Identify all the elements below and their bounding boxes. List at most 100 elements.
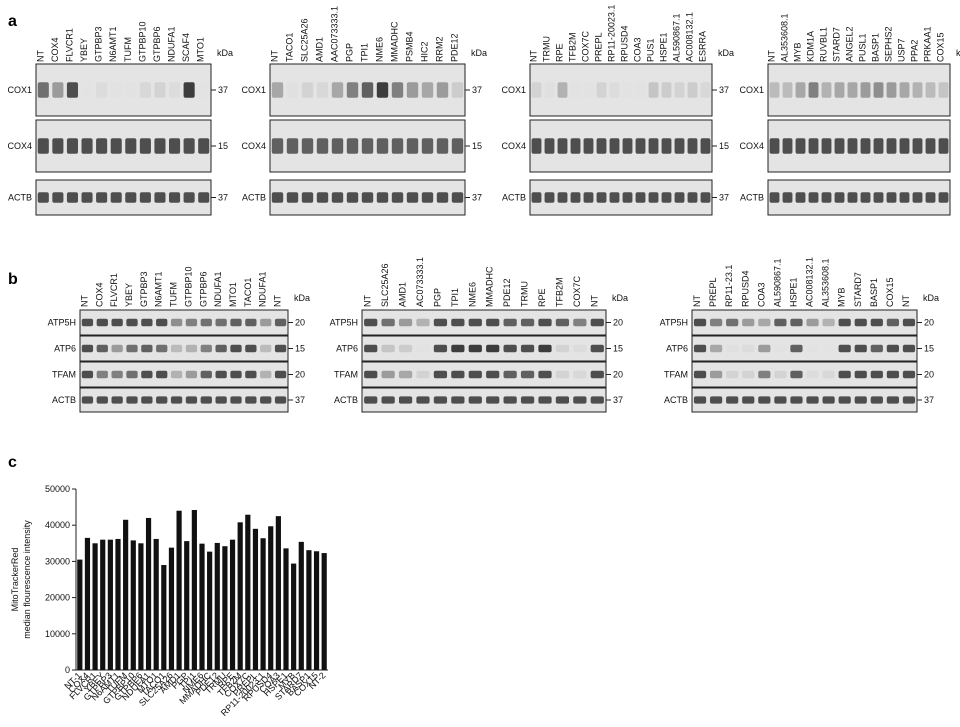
band (170, 318, 183, 327)
y-tick-label: 30000 (45, 556, 70, 566)
band (590, 318, 604, 327)
marker-label: 20 (613, 370, 623, 380)
blot-strip (79, 335, 289, 362)
band (873, 82, 884, 98)
lane-label: COX15 (936, 32, 946, 62)
band (693, 344, 707, 353)
band (198, 192, 210, 203)
band (573, 396, 587, 404)
lane-label: YBEY (79, 38, 89, 62)
marker-label: 20 (295, 318, 305, 328)
lane-label: GTPBP3 (139, 271, 149, 307)
band (886, 318, 899, 327)
lane-label: COA3 (756, 282, 766, 307)
band (451, 396, 465, 404)
lane-label: TACO1 (285, 33, 295, 62)
band (37, 138, 49, 154)
band (570, 192, 581, 203)
band (274, 318, 287, 327)
band (433, 396, 448, 404)
blot-strip (361, 309, 607, 336)
band (854, 370, 867, 379)
band (503, 396, 517, 404)
band (111, 370, 123, 379)
band (609, 138, 620, 154)
band (847, 82, 858, 98)
band (185, 396, 198, 404)
lane-label: MYB (793, 42, 803, 62)
kda-label: kDa (294, 293, 310, 303)
blot-strip (35, 179, 212, 216)
band (902, 344, 916, 353)
panel-c-letter: c (8, 454, 17, 471)
blot-strip (691, 387, 918, 413)
band (198, 138, 210, 154)
lane-label: AL590867.1 (772, 258, 782, 307)
band (301, 82, 314, 98)
band (774, 396, 787, 404)
band (183, 138, 195, 154)
band (271, 82, 284, 98)
band (346, 82, 359, 98)
band (899, 192, 910, 203)
bar (107, 539, 113, 670)
band (758, 344, 771, 353)
y-tick-label: 20000 (45, 593, 70, 603)
row-label: ATP5H (48, 318, 76, 328)
band (170, 344, 183, 353)
band (886, 344, 899, 353)
band (376, 138, 389, 154)
bar (123, 519, 129, 670)
row-label: COX4 (739, 141, 764, 151)
y-tick-label: 0 (65, 665, 70, 675)
band (245, 370, 257, 379)
row-label: COX4 (7, 141, 32, 151)
band (139, 82, 151, 98)
lane-label: N6AMT1 (108, 26, 118, 62)
lane-label: AMD1 (398, 282, 408, 307)
lane-label: NT (767, 50, 777, 62)
lane-label: STARD7 (853, 272, 863, 307)
band (81, 318, 94, 327)
panel-b-blots: NT COX4 FLVCR1 YBEY GTPBP3 N6AMT1 TUFM GTPBP10 G… (48, 257, 939, 413)
lane-label: PRKAA1 (923, 26, 933, 62)
band (451, 82, 464, 98)
band (821, 192, 832, 203)
lane-label: GTPBP10 (137, 21, 147, 62)
band (847, 192, 858, 203)
band (406, 192, 419, 203)
bar (229, 539, 236, 670)
row-label: ATP6 (54, 344, 76, 354)
band (126, 396, 138, 404)
band (126, 318, 138, 327)
band (899, 82, 910, 98)
band (769, 138, 780, 154)
band (886, 138, 897, 154)
band (544, 192, 555, 203)
band (838, 318, 851, 327)
band (674, 138, 685, 154)
lane-label: NDUFA1 (258, 271, 268, 307)
band (531, 138, 542, 154)
lane-label: AC008132.1 (805, 257, 815, 307)
kda-label: kDa (217, 48, 233, 58)
row-label: COX1 (7, 85, 32, 95)
marker-label: 20 (295, 370, 305, 380)
panel-a-blots: NT COX4 FLVCR1 YBEY GTPBP3 N6AMT1 TUFM GTPBP10 G… (7, 5, 960, 216)
lane-label: TFB2M (568, 32, 578, 62)
band (230, 344, 242, 353)
band (364, 318, 378, 327)
band (37, 192, 49, 203)
band (726, 370, 739, 379)
band (111, 318, 123, 327)
bar (168, 547, 175, 670)
band (870, 318, 883, 327)
band (346, 138, 359, 154)
lane-label: COA3 (633, 37, 643, 62)
lane-label: NDUFA1 (213, 271, 223, 307)
band (742, 344, 755, 353)
band (416, 370, 430, 379)
band (433, 344, 448, 353)
band (398, 370, 413, 379)
